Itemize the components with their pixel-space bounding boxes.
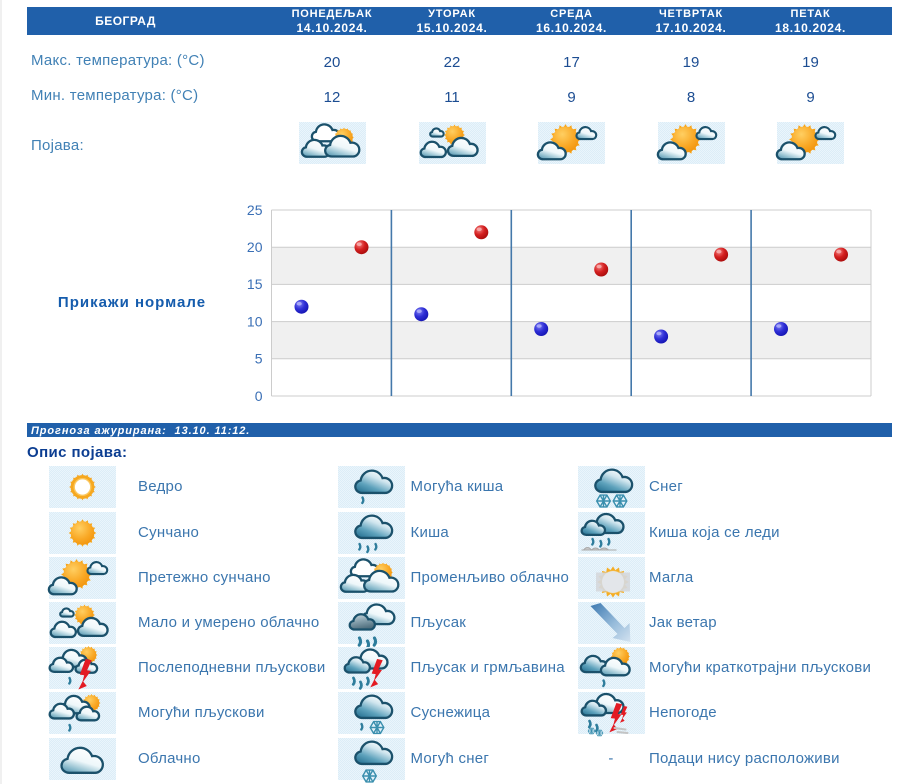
svg-text:25: 25 [247,202,263,218]
svg-text:5: 5 [255,351,263,367]
svg-text:20: 20 [247,239,263,255]
svg-text:0: 0 [255,388,263,404]
svg-text:15: 15 [247,276,263,292]
svg-text:10: 10 [247,313,263,329]
